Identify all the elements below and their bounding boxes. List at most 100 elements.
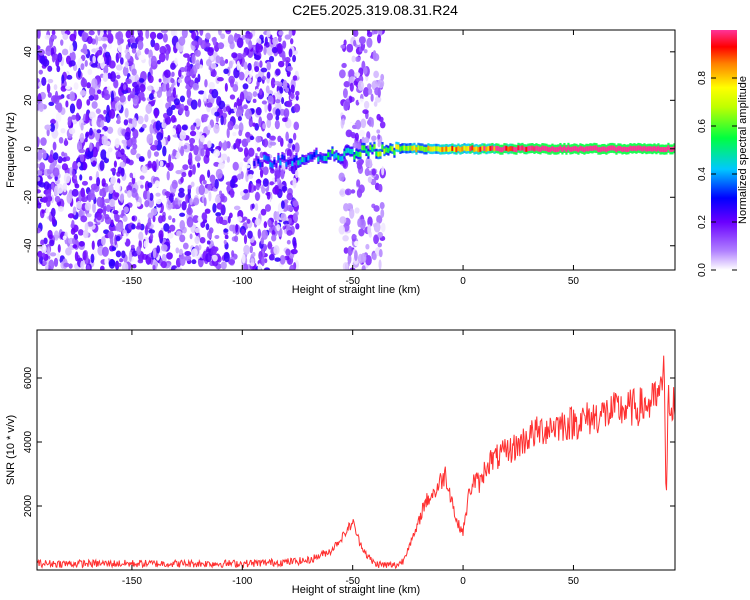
spectrogram-noise-dot: [117, 44, 125, 53]
spectrogram-noise-dot: [124, 107, 129, 118]
spectrogram-noise-dot: [371, 135, 377, 141]
spectrogram-noise-dot: [246, 137, 251, 143]
spectrogram-ridge-core: [375, 151, 378, 157]
spectrogram-noise-dot: [353, 39, 357, 47]
spectrogram-noise-dot: [110, 176, 116, 185]
spectrogram-noise-dot: [96, 129, 102, 134]
spectrogram-noise-dot: [107, 33, 114, 44]
spectrogram-ridge-core: [257, 158, 260, 164]
y-tick-label: -40: [23, 238, 34, 253]
spectrogram-ridge-core: [605, 147, 608, 153]
spectrogram-noise-dot: [44, 34, 51, 40]
spectrogram-ridge-core: [401, 145, 404, 151]
x-tick-label: -150: [122, 576, 142, 587]
spectrogram-noise-dot: [213, 149, 220, 158]
spectrogram-noise-dot: [156, 245, 161, 254]
spectrogram-noise-dot: [267, 219, 272, 226]
spectrogram-ridge-core: [457, 145, 460, 151]
spectrogram-noise-dot: [341, 118, 345, 126]
spectrogram-ridge-core: [623, 146, 626, 152]
spectrogram-noise-dot: [363, 86, 370, 98]
spectrogram-noise-dot: [181, 200, 187, 211]
spectrogram-noise-dot: [281, 185, 288, 192]
snr-series-line: [37, 355, 675, 570]
spectrogram-noise-dot: [61, 48, 69, 56]
spectrogram-noise-dot: [45, 51, 52, 56]
spectrogram-ridge-core: [331, 148, 334, 154]
spectrogram-noise-dot: [37, 176, 41, 182]
spectrogram-noise-dot: [204, 208, 211, 214]
spectrogram-noise-dot: [176, 230, 182, 237]
spectrogram-noise-dot: [215, 215, 222, 224]
spectrogram-noise-dot: [247, 77, 252, 84]
spectrogram-ridge-core: [579, 145, 582, 151]
spectrogram-noise-dot: [179, 219, 186, 231]
spectrogram-noise-dot: [360, 252, 367, 263]
spectrogram-ridge-core: [361, 145, 364, 151]
spectrogram-noise-dot: [197, 73, 201, 83]
spectrogram-ridge-core: [625, 147, 628, 153]
spectrogram-ridge-core: [285, 161, 288, 167]
spectrogram-noise-dot: [54, 195, 61, 203]
spectrogram-ridge-core: [453, 146, 456, 152]
colorbar-tick-label: 0.8: [697, 71, 708, 85]
spectrogram-ridge-core: [409, 145, 412, 151]
spectrogram-noise-dot: [367, 176, 373, 183]
spectrogram-ridge-core: [549, 147, 552, 153]
spectrogram-noise-dot: [290, 248, 298, 255]
spectrogram-noise-dot: [80, 215, 88, 223]
spectrogram-noise-dot: [134, 85, 141, 95]
spectrogram-noise-dot: [224, 58, 229, 64]
spectrogram-noise-dot: [184, 75, 192, 85]
spectrogram-ridge-core: [657, 145, 660, 151]
spectrogram-noise-dot: [208, 93, 212, 100]
spectrogram-ridge-core: [553, 147, 556, 153]
spectrogram-ridge-core: [471, 145, 474, 151]
spectrogram-ridge-core: [475, 146, 478, 152]
spectrogram-noise-dot: [233, 235, 239, 243]
spectrogram-noise-dot: [354, 71, 361, 78]
spectrogram-x-ticks: -150 -100 -50 0 50: [122, 30, 579, 287]
spectrogram-noise-dot: [53, 84, 58, 91]
spectrogram-noise-dot: [216, 76, 224, 82]
spectrogram-noise-dot: [204, 79, 208, 88]
spectrogram-noise-dot: [242, 52, 247, 58]
spectrogram-noise-dot: [97, 36, 103, 42]
spectrogram-noise-dot: [38, 182, 46, 188]
spectrogram-noise-dot: [167, 200, 171, 206]
spectrogram-noise-dot: [208, 191, 212, 202]
spectrogram-ridge-core: [385, 147, 388, 153]
spectrogram-noise-dot: [188, 169, 193, 178]
spectrogram-ridge-core: [491, 145, 494, 151]
spectrogram-ridge-core: [479, 146, 482, 152]
spectrogram-noise-dot: [363, 49, 368, 54]
spectrogram-noise-dot: [57, 52, 63, 63]
spectrogram-noise-dot: [37, 150, 43, 161]
spectrogram-noise-dot: [376, 129, 381, 134]
spectrogram-noise-dot: [112, 209, 119, 215]
spectrogram-noise-dot: [264, 36, 268, 46]
spectrogram-noise-dot: [338, 172, 345, 182]
spectrogram-ridge-core: [431, 146, 434, 152]
spectrogram-ridge-core: [561, 147, 564, 153]
spectrogram-noise-dot: [232, 83, 239, 93]
spectrogram-noise-dot: [208, 227, 214, 234]
spectrogram-noise-dot: [154, 180, 160, 188]
spectrogram-noise-dot: [82, 161, 87, 171]
spectrogram-noise-dot: [286, 239, 291, 245]
spectrogram-noise-dot: [203, 197, 207, 207]
spectrogram-noise-dot: [116, 30, 124, 41]
spectrogram-ridge-core: [395, 144, 398, 150]
spectrogram-noise-dot: [73, 82, 79, 90]
spectrogram-noise-dot: [193, 144, 199, 156]
spectrogram-noise-dot: [215, 114, 219, 123]
spectrogram-noise-dot: [187, 55, 191, 63]
spectrogram-ridge-core: [357, 152, 360, 158]
spectrogram-noise-dot: [86, 213, 92, 218]
spectrogram-noise-dot: [342, 157, 347, 168]
spectrogram-noise-dot: [285, 248, 291, 256]
spectrogram-noise-dot: [194, 227, 201, 234]
spectrogram-noise-dot: [82, 43, 88, 55]
spectrogram-noise-dot: [355, 56, 361, 62]
spectrogram-noise-dot: [126, 184, 133, 192]
